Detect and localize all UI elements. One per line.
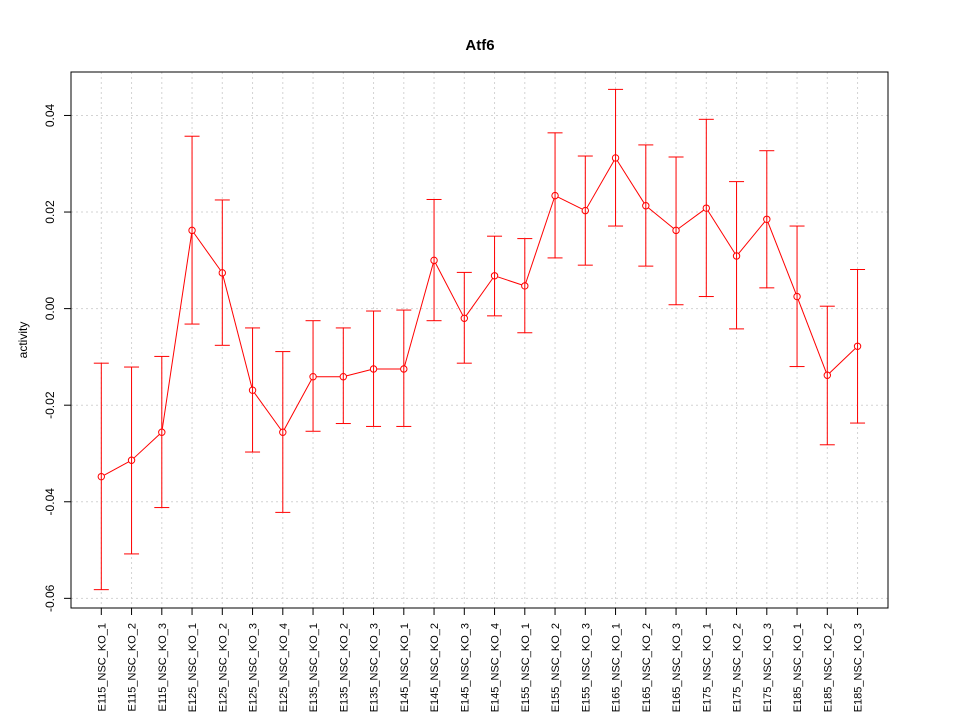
x-tick-label: E135_NSC_KO_1 xyxy=(308,623,320,712)
y-tick-label: -0.02 xyxy=(43,391,57,419)
x-tick-label: E175_NSC_KO_3 xyxy=(762,623,774,712)
data-point xyxy=(369,365,378,373)
data-point xyxy=(490,272,499,280)
grid-layer xyxy=(71,72,888,608)
data-point xyxy=(400,365,408,373)
series-segment xyxy=(829,348,856,374)
x-tick-label: E145_NSC_KO_1 xyxy=(399,623,411,712)
series-segment xyxy=(616,160,645,204)
series-segment xyxy=(738,221,766,254)
series-segment xyxy=(222,275,253,388)
x-tick-label: E175_NSC_KO_1 xyxy=(701,623,713,712)
data-point xyxy=(97,472,106,481)
series-segment xyxy=(435,262,464,316)
y-tick-label: -0.06 xyxy=(43,584,57,612)
data-point xyxy=(823,371,831,379)
chart-title: Atf6 xyxy=(465,37,494,54)
y-tick-label: 0.00 xyxy=(43,297,57,321)
data-point xyxy=(642,202,650,210)
series-segment xyxy=(161,233,193,430)
x-tick-label: E155_NSC_KO_2 xyxy=(550,623,562,712)
data-point xyxy=(581,206,589,215)
series-segment xyxy=(497,276,522,286)
x-tick-label: E135_NSC_KO_2 xyxy=(338,623,350,712)
data-point xyxy=(218,269,227,277)
x-tick-label: E125_NSC_KO_3 xyxy=(248,623,260,712)
data-point xyxy=(248,386,257,394)
data-point xyxy=(158,428,166,436)
y-tick-label: -0.04 xyxy=(43,488,57,516)
x-tick-label: E125_NSC_KO_4 xyxy=(278,623,290,712)
data-point xyxy=(309,372,317,381)
error-bars xyxy=(93,88,866,591)
x-tick-label: E145_NSC_KO_2 xyxy=(429,623,441,712)
series-segment xyxy=(586,160,615,209)
series-segment xyxy=(254,392,282,430)
x-tick-label: E125_NSC_KO_2 xyxy=(217,623,229,712)
x-tick-label: E145_NSC_KO_3 xyxy=(459,623,471,712)
data-point xyxy=(279,428,287,436)
series-segment xyxy=(557,196,583,210)
y-axis-label: activity xyxy=(16,322,30,359)
series-segment xyxy=(283,379,312,430)
plot-frame xyxy=(70,71,889,609)
axis-layer: -0.06 -0.04 -0.02 0.00 0.02 0.04 E115_NSC_KO_1… xyxy=(43,103,865,712)
series-segment xyxy=(647,207,674,229)
x-tick-label: E175_NSC_KO_2 xyxy=(732,623,744,712)
data-point xyxy=(521,282,529,290)
data-point xyxy=(430,256,438,265)
series-segment xyxy=(707,210,736,254)
series-segment xyxy=(103,461,129,476)
x-tick-label: E185_NSC_KO_3 xyxy=(853,623,865,712)
series-segment xyxy=(133,434,160,459)
y-tick-label: 0.04 xyxy=(43,103,57,127)
series-segment xyxy=(678,209,705,229)
x-tick-label: E115_NSC_KO_2 xyxy=(127,623,139,711)
series-segment xyxy=(465,278,494,316)
x-tick-label: E125_NSC_KO_1 xyxy=(187,623,199,712)
x-tick-label: E115_NSC_KO_3 xyxy=(157,623,169,711)
series-segment xyxy=(346,369,371,377)
data-point xyxy=(702,204,710,212)
data-point xyxy=(611,154,620,162)
data-point xyxy=(127,456,136,464)
data-point xyxy=(853,342,862,350)
data-point xyxy=(672,226,680,235)
data-point xyxy=(551,191,559,200)
series-segment xyxy=(797,299,827,373)
series-segment xyxy=(193,232,221,271)
x-tick-label: E115_NSC_KO_1 xyxy=(96,623,108,711)
series-segment xyxy=(525,198,555,284)
x-tick-label: E165_NSC_KO_2 xyxy=(641,623,653,712)
x-tick-label: E185_NSC_KO_1 xyxy=(792,623,804,712)
data-point xyxy=(460,314,468,322)
y-tick-label: 0.02 xyxy=(43,200,57,224)
x-tick-label: E185_NSC_KO_2 xyxy=(822,623,834,712)
x-tick-label: E165_NSC_KO_1 xyxy=(611,623,623,712)
data-points xyxy=(97,154,862,481)
data-point xyxy=(732,252,741,260)
series-segment xyxy=(404,263,434,367)
x-tick-label: E165_NSC_KO_3 xyxy=(671,623,683,712)
x-tick-label: E145_NSC_KO_4 xyxy=(490,623,502,712)
series-segment xyxy=(767,222,797,294)
x-tick-label: E155_NSC_KO_1 xyxy=(520,623,532,712)
data-point xyxy=(793,292,801,301)
x-tick-label: E135_NSC_KO_3 xyxy=(369,623,381,712)
data-point xyxy=(339,372,347,381)
x-tick-label: E155_NSC_KO_3 xyxy=(580,623,592,712)
data-point xyxy=(763,215,771,223)
series-line-layer xyxy=(103,160,856,476)
data-point xyxy=(188,226,196,235)
